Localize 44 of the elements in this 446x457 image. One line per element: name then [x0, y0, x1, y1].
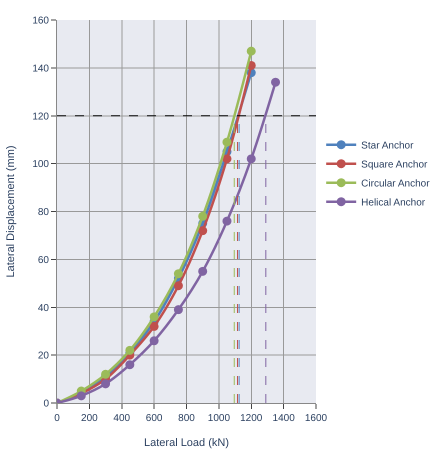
legend-label: Star Anchor	[361, 140, 414, 152]
point	[125, 346, 134, 355]
y-tick-label: 40	[38, 302, 50, 314]
point	[76, 391, 86, 400]
y-axis-title: Lateral Displacement (mm)	[4, 145, 17, 278]
point	[101, 370, 110, 379]
y-tick-label: 0	[43, 398, 50, 410]
point	[174, 305, 183, 314]
point	[198, 266, 208, 276]
y-tick-label: 140	[32, 63, 50, 74]
legend-label: Square Anchor	[361, 160, 428, 171]
y-tick-label: 80	[38, 207, 50, 218]
point	[246, 154, 256, 164]
legend-label: Circular Anchor	[361, 178, 430, 190]
y-tick-label: 120	[32, 111, 50, 122]
x-tick-label: 1400	[272, 413, 296, 424]
point	[222, 216, 232, 226]
point	[198, 212, 208, 221]
x-axis-title: Lateral Load (kN)	[144, 437, 229, 450]
point	[174, 281, 183, 290]
point	[125, 360, 134, 370]
point	[271, 78, 280, 87]
point	[222, 154, 232, 164]
point	[222, 138, 232, 147]
point	[174, 269, 183, 278]
x-tick-label: 800	[178, 413, 196, 424]
x-tick-label: 0	[54, 413, 60, 424]
x-tick-label: 1000	[208, 413, 230, 424]
point	[198, 226, 208, 236]
x-tick-label: 200	[81, 413, 98, 424]
point	[246, 46, 256, 56]
point	[150, 336, 159, 346]
point	[150, 322, 159, 331]
y-tick-label: 60	[38, 254, 50, 266]
legend-label: Helical Anchor	[361, 198, 426, 209]
point	[150, 312, 159, 322]
x-tick-label: 600	[146, 413, 163, 424]
x-tick-label: 1600	[304, 413, 328, 424]
y-tick-label: 20	[38, 350, 50, 362]
point	[101, 379, 110, 388]
y-tick-label: 100	[32, 159, 50, 170]
x-tick-label: 1200	[240, 413, 263, 424]
y-tick-label: 160	[32, 16, 50, 26]
x-tick-label: 400	[113, 413, 131, 424]
